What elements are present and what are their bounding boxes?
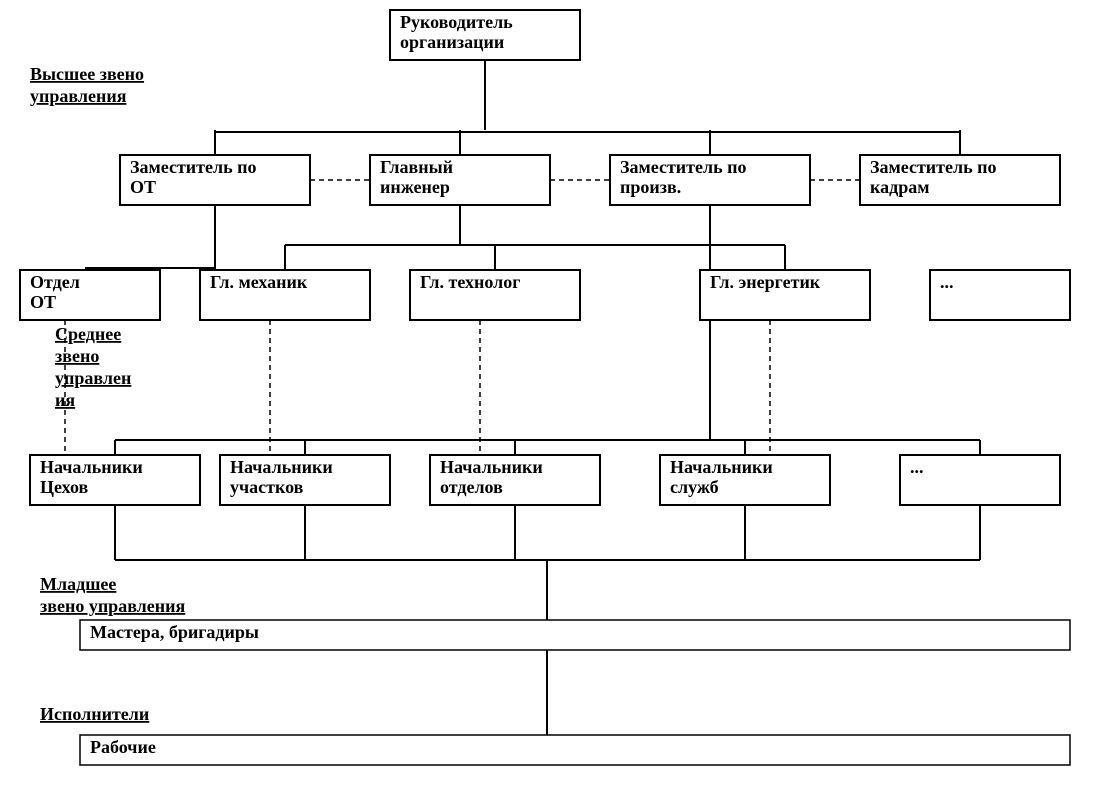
node-dep_ot-label: ОТ xyxy=(130,177,156,197)
node-dots2-label: ... xyxy=(910,457,924,477)
node-dep_pr-label: Заместитель по xyxy=(620,157,747,177)
node-mech-label: Гл. механик xyxy=(210,272,308,292)
node-n_uch-label: Начальники xyxy=(230,457,333,477)
node-n_otd-label: Начальники xyxy=(440,457,543,477)
tier-label-middle: звено xyxy=(55,346,99,366)
node-otdel-label: Отдел xyxy=(30,272,80,292)
node-dots2 xyxy=(900,455,1060,505)
node-n_uch-label: участков xyxy=(230,477,304,497)
tier-label-lower: звено управления xyxy=(40,596,186,616)
node-dep_hr-label: Заместитель по xyxy=(870,157,997,177)
org-chart: РуководительорганизацииЗаместитель поОТГ… xyxy=(0,0,1098,804)
tier-label-lower: Младшее xyxy=(40,574,116,594)
node-dep_pr-label: произв. xyxy=(620,177,681,197)
tier-label-middle: Среднее xyxy=(55,324,121,344)
node-root-label: организации xyxy=(400,32,504,52)
node-masters-label: Мастера, бригадиры xyxy=(90,622,259,642)
tier-label-middle: ия xyxy=(55,390,75,410)
node-n_ceh-label: Начальники xyxy=(40,457,143,477)
node-eng-label: инженер xyxy=(380,177,450,197)
node-root-label: Руководитель xyxy=(400,12,513,32)
node-otdel-label: ОТ xyxy=(30,292,56,312)
tier-label-exec: Исполнители xyxy=(40,704,149,724)
tier-label-middle: управлен xyxy=(55,368,131,388)
node-n_slu-label: Начальники xyxy=(670,457,773,477)
node-n_slu-label: служб xyxy=(670,477,719,497)
node-tech-label: Гл. технолог xyxy=(420,272,520,292)
node-workers-label: Рабочие xyxy=(90,737,156,757)
node-n_ceh-label: Цехов xyxy=(40,477,88,497)
tier-label-top: управления xyxy=(30,86,127,106)
node-dep_hr-label: кадрам xyxy=(870,177,929,197)
node-n_otd-label: отделов xyxy=(440,477,503,497)
node-eng-label: Главный xyxy=(380,157,453,177)
node-workers xyxy=(80,735,1070,765)
node-dep_ot-label: Заместитель по xyxy=(130,157,257,177)
node-energ-label: Гл. энергетик xyxy=(710,272,821,292)
node-dots1-label: ... xyxy=(940,272,954,292)
tier-label-top: Высшее звено xyxy=(30,64,144,84)
